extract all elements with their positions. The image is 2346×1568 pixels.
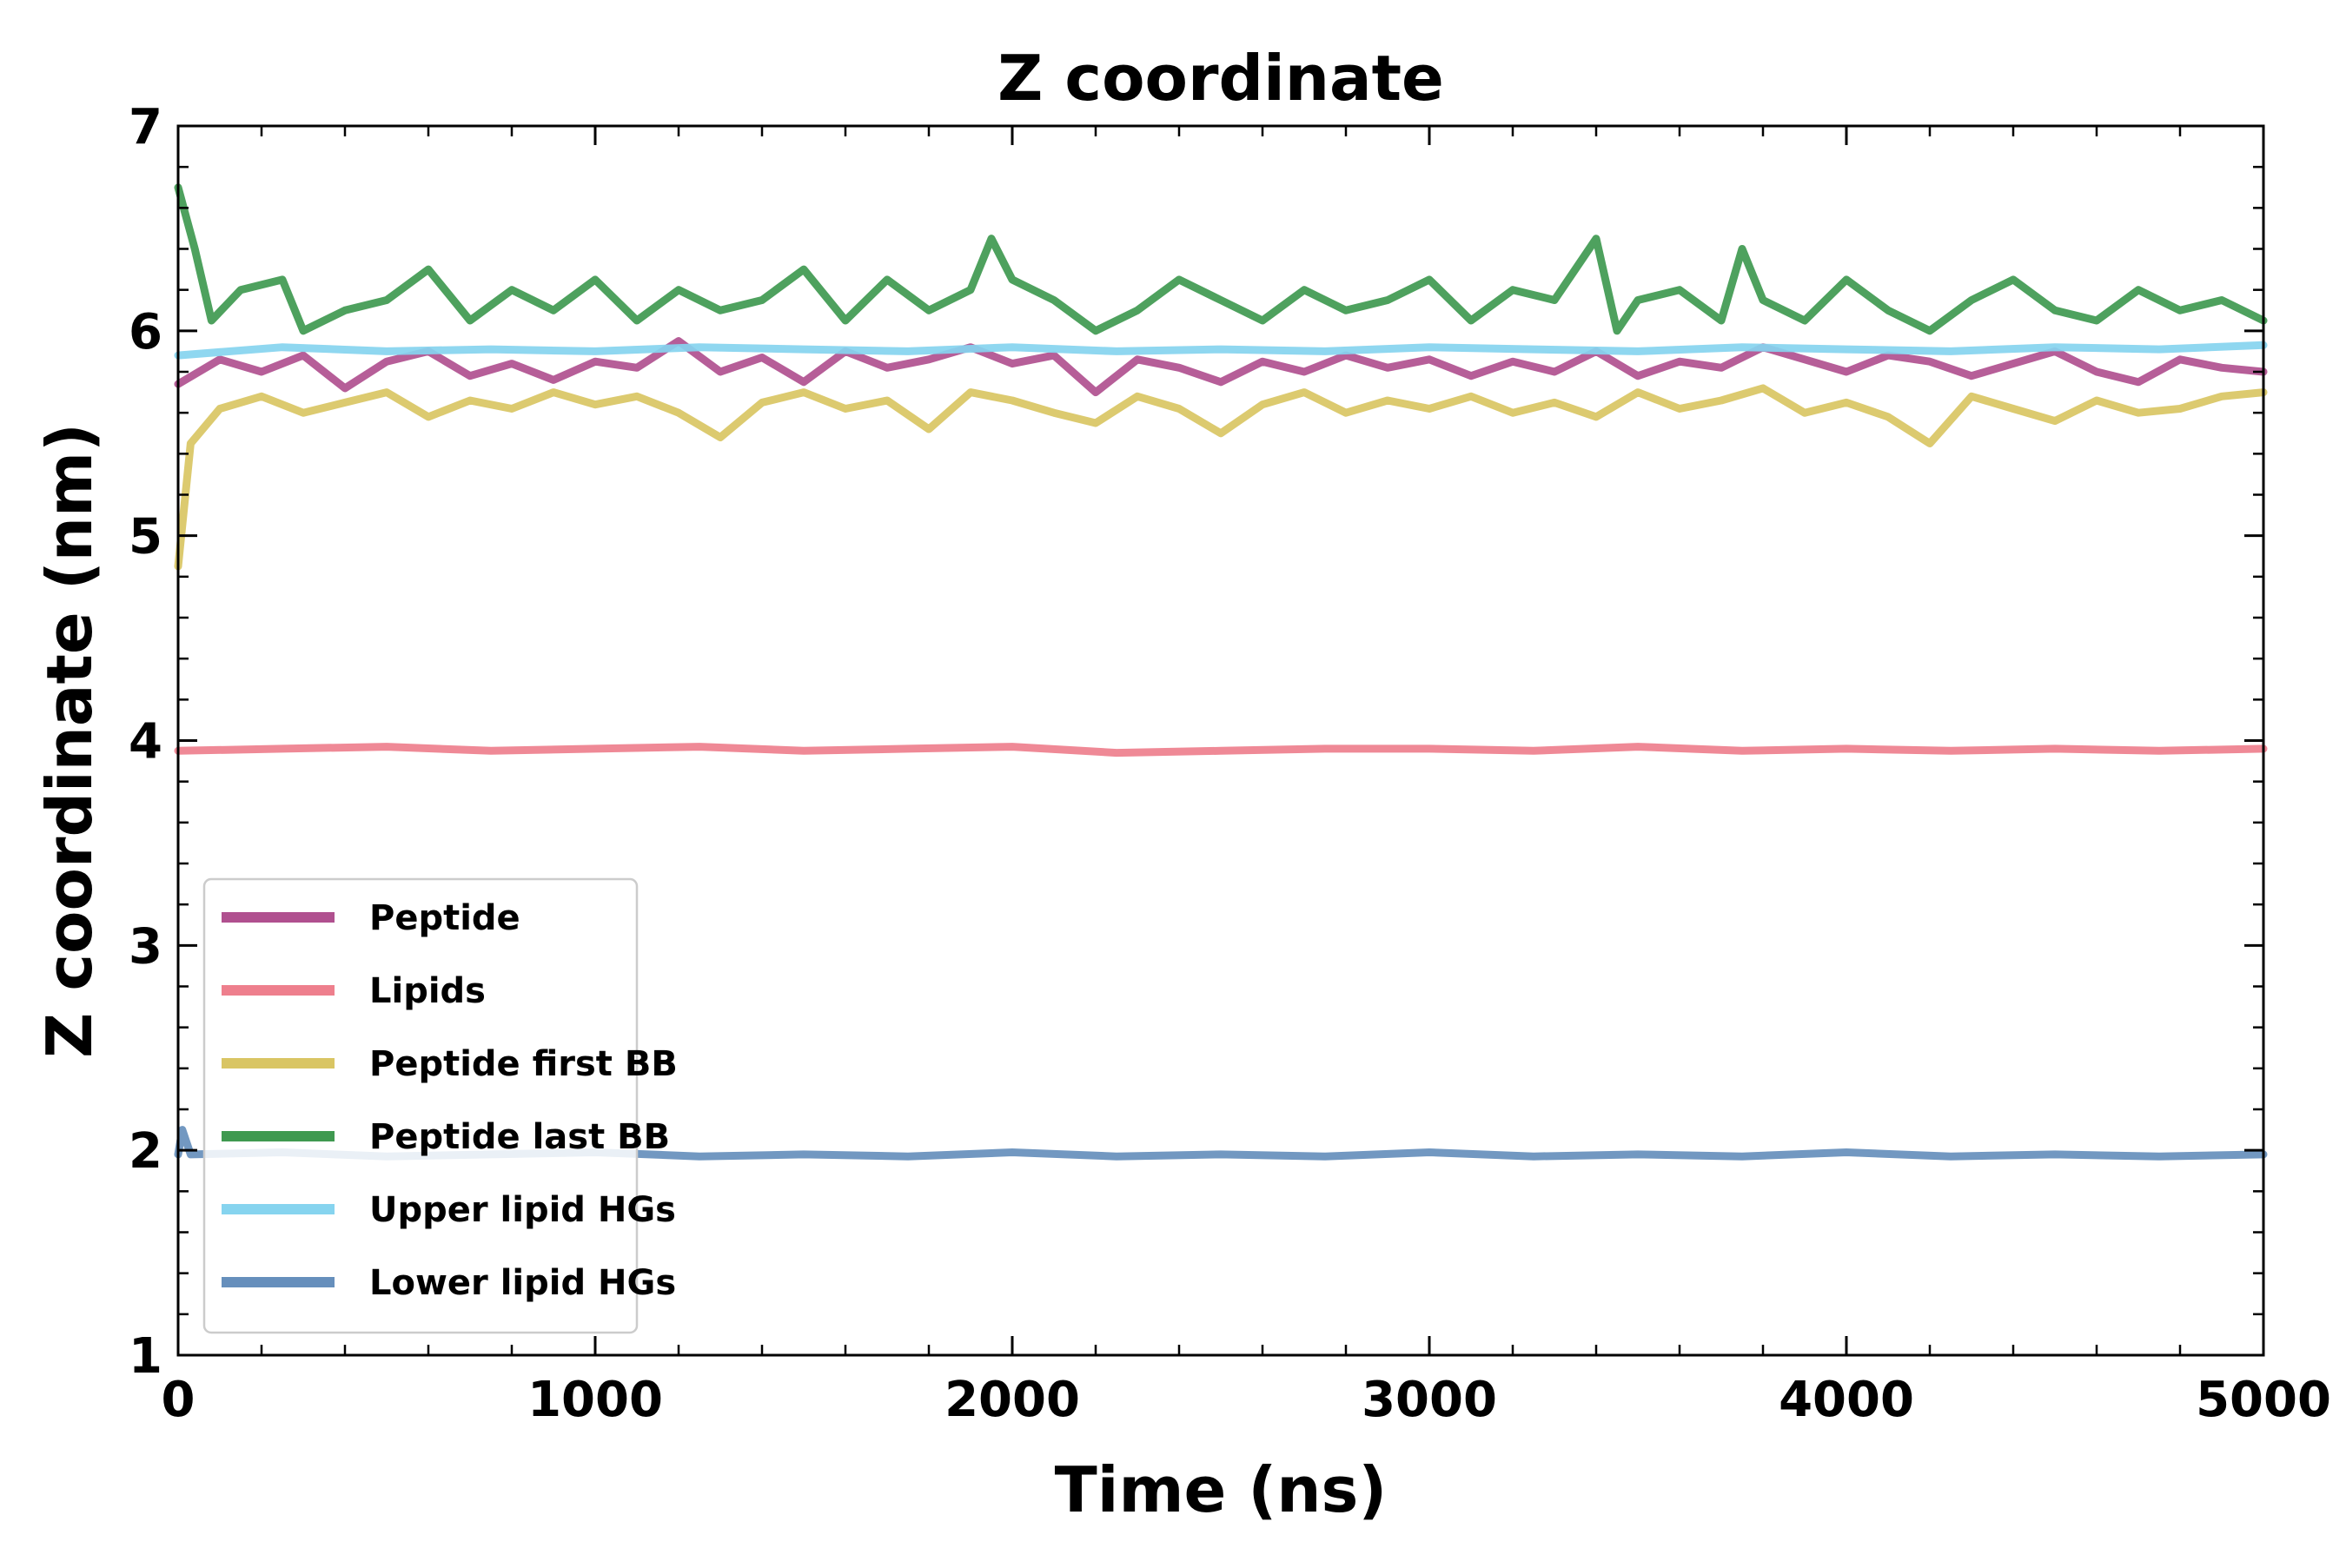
series-line-4 (174, 341, 2268, 360)
x-tick-label: 1000 (527, 1372, 663, 1428)
y-tick-label: 2 (129, 1123, 162, 1180)
tick-layer: 0 1000 2000 3000 4000 5000 1 2 3 4 5 6 7 (129, 99, 2331, 1428)
series-line-3 (174, 183, 2268, 335)
legend-label: Peptide last BB (369, 1117, 670, 1157)
legend-label: Upper lipid HGs (369, 1190, 676, 1230)
x-tick-label: 5000 (2196, 1372, 2331, 1428)
series-line-2 (174, 384, 2268, 571)
x-tick-label: 0 (162, 1372, 196, 1428)
x-tick-label: 2000 (944, 1372, 1080, 1428)
y-tick-label: 4 (129, 714, 162, 771)
y-tick-label: 5 (129, 509, 162, 566)
y-tick-label: 7 (129, 99, 162, 155)
y-tick-label: 1 (129, 1328, 162, 1385)
series-line-0 (174, 337, 2268, 397)
x-tick-label: 3000 (1362, 1372, 1497, 1428)
x-axis-label: Time (ns) (1055, 1453, 1388, 1526)
legend: Peptide Lipids Peptide first BB Peptide las… (202, 877, 678, 1334)
chart-title: Z coordinate (997, 42, 1444, 115)
y-tick-label: 3 (129, 918, 162, 975)
legend-label: Peptide (369, 898, 520, 938)
legend-label: Lipids (369, 971, 486, 1011)
series-line-1 (174, 743, 2268, 758)
y-tick-label: 6 (129, 304, 162, 361)
legend-label: Lower lipid HGs (369, 1263, 676, 1303)
x-tick-label: 4000 (1779, 1372, 1914, 1428)
legend-label: Peptide first BB (369, 1044, 678, 1084)
y-axis-label: Z coordinate (nm) (33, 423, 106, 1058)
